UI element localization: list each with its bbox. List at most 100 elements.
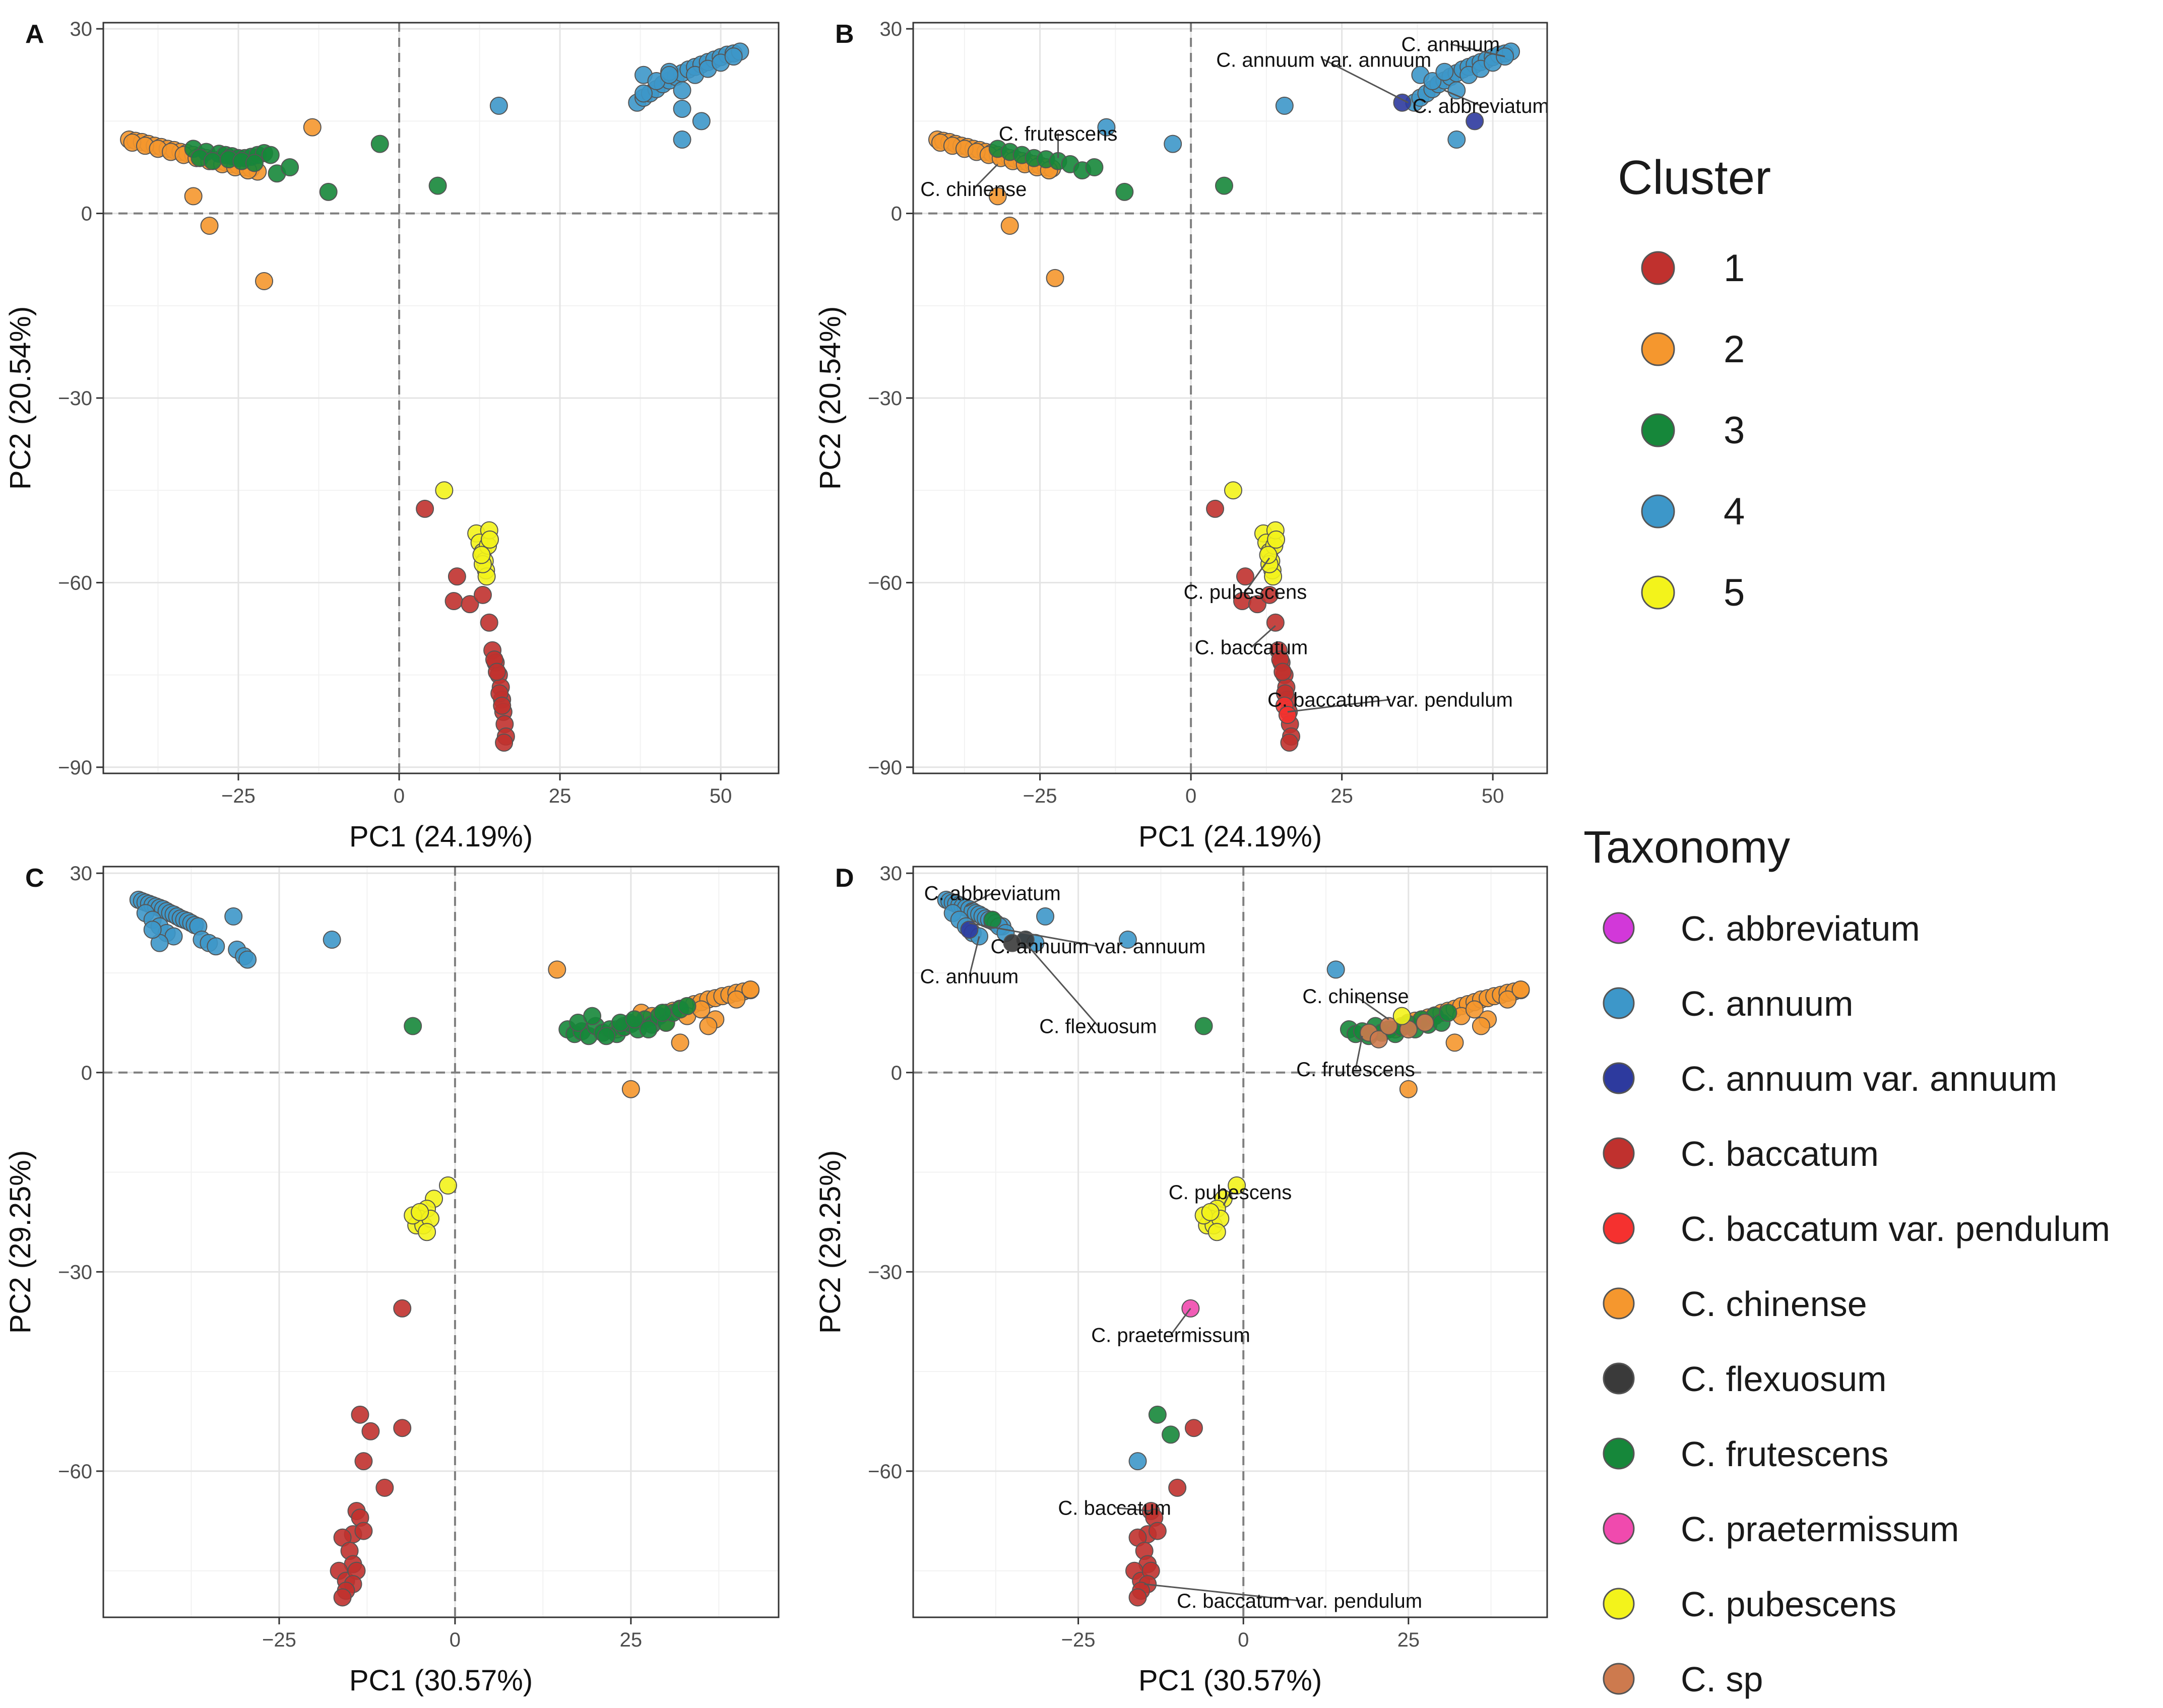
y-tick-label: −60 — [868, 1461, 902, 1483]
x-tick-label: 50 — [1482, 785, 1504, 807]
point-c-annuum — [1275, 96, 1294, 115]
annotation-label: C. annuum var. annuum — [990, 936, 1205, 958]
x-tick-label: −25 — [221, 785, 256, 807]
point-4 — [224, 907, 243, 926]
annotation-label: C. baccatum var. pendulum — [1177, 1590, 1422, 1612]
y-tick-label: −90 — [58, 757, 92, 779]
point-c-frutescens — [1215, 176, 1234, 195]
taxonomy-legend-label: C. abbreviatum — [1681, 909, 1920, 948]
annotation-label: C. chinense — [920, 178, 1027, 201]
point-2 — [671, 1033, 689, 1052]
taxonomy-legend: Taxonomy C. abbreviatum C. annuum C. annuu… — [1583, 822, 2110, 1699]
point-1 — [488, 663, 506, 681]
annotation-leader — [1223, 1192, 1231, 1206]
annotation-c-abbreviatum: C. abbreviatum — [924, 883, 1061, 907]
point-2 — [727, 990, 746, 1009]
point-c-annuum — [1435, 62, 1454, 81]
y-tick-label: −60 — [58, 1461, 92, 1483]
point-2 — [184, 187, 203, 206]
annotation-leader — [1170, 1307, 1191, 1336]
taxonomy-legend-label: C. baccatum var. pendulum — [1681, 1209, 2110, 1249]
point-c-annuum — [1164, 135, 1182, 153]
point-c-baccatum — [1274, 663, 1292, 681]
x-axis-title: PC1 (30.57%) — [1138, 1664, 1322, 1697]
annotation-leader — [1244, 557, 1270, 593]
point-c-baccatum — [1168, 1478, 1187, 1497]
x-tick-label: 0 — [1185, 785, 1196, 807]
point-c-baccatum — [1260, 585, 1279, 604]
annotation-leader — [973, 163, 998, 189]
y-tick-label: 30 — [880, 863, 903, 885]
point-2 — [200, 217, 219, 235]
point-1 — [375, 1478, 394, 1497]
data-points — [120, 42, 749, 752]
point-3 — [261, 146, 280, 164]
plot-border — [102, 866, 780, 1618]
point-c-flexuosum — [1003, 934, 1022, 952]
point-c-sp — [1416, 1013, 1434, 1032]
annotation-c-abbreviatum: C. abbreviatum — [1413, 89, 1549, 117]
point-1 — [448, 567, 466, 586]
point-c-pubescens — [1201, 1203, 1220, 1221]
annotation-c-baccatum: C. baccatum — [1195, 625, 1308, 659]
x-tick-label: 25 — [549, 785, 571, 807]
annotation-c-chinense: C. chinense — [920, 163, 1027, 201]
x-tick-label: −25 — [262, 1629, 296, 1651]
point-c-annuum — [1447, 130, 1466, 149]
x-axis-title: PC1 (30.57%) — [349, 1664, 533, 1697]
point-5 — [435, 481, 454, 500]
cluster-legend-key — [1641, 251, 1675, 285]
annotation-label: C. frutescens — [999, 123, 1118, 145]
y-tick-label: 0 — [81, 1062, 92, 1084]
point-4 — [673, 81, 691, 100]
point-2 — [621, 1080, 640, 1098]
point-1 — [493, 696, 512, 715]
taxonomy-legend-key — [1603, 1588, 1635, 1620]
taxonomy-legend-key — [1603, 912, 1635, 944]
point-1 — [480, 613, 498, 632]
point-3 — [203, 152, 222, 170]
x-tick-label: 50 — [710, 785, 732, 807]
taxonomy-legend-label: C. annuum var. annuum — [1681, 1059, 2057, 1098]
point-1 — [333, 1588, 352, 1607]
point-1 — [495, 733, 514, 752]
annotation-leader — [969, 922, 1099, 947]
y-tick-label: −30 — [868, 387, 902, 410]
annotation-label: C. abbreviatum — [924, 883, 1061, 905]
point-c-annuum — [1097, 118, 1116, 137]
annotation-c-annuum: C. annuum — [920, 936, 1019, 988]
y-tick-label: 0 — [891, 1062, 902, 1084]
point-c-sp — [1369, 1030, 1388, 1048]
point-3 — [625, 1010, 644, 1029]
point-c-baccatum — [1248, 595, 1266, 614]
annotation-leader — [968, 936, 980, 976]
taxonomy-legend-label: C. pubescens — [1681, 1585, 1896, 1624]
annotation-label: C. annuum var. annuum — [1216, 49, 1431, 71]
plot-border — [912, 22, 1548, 774]
cluster-legend-title: Cluster — [1618, 151, 1771, 205]
annotation-label: C. annuum — [920, 966, 1019, 988]
point-c-baccatum — [1236, 567, 1254, 586]
point-c-baccatum — [1280, 733, 1299, 752]
x-tick-label: 25 — [620, 1629, 643, 1651]
y-tick-label: 30 — [70, 18, 93, 40]
panel-letter: B — [835, 20, 854, 49]
point-2 — [741, 980, 760, 999]
point-c-chinense — [1511, 980, 1530, 999]
data-points — [129, 890, 760, 1607]
plot-background — [913, 867, 1547, 1617]
point-c-frutescens — [1162, 1425, 1180, 1444]
point-3 — [428, 176, 447, 195]
panel-c: −25 0 25 −60 −30 0 30 PC1 (30.57%) PC2 (29.25%) C — [4, 863, 780, 1697]
annotation-label: C. annuum — [1401, 34, 1500, 56]
point-1 — [351, 1405, 369, 1424]
cluster-legend-key — [1641, 332, 1675, 366]
point-c-frutescens — [1148, 1405, 1167, 1424]
plot-background — [103, 867, 779, 1617]
taxonomy-legend-label: C. praetermissum — [1681, 1509, 1959, 1549]
point-2 — [548, 960, 566, 979]
annotation-c-baccatum-var-pendulum: C. baccatum var. pendulum — [1267, 689, 1513, 713]
cluster-legend-label: 1 — [1724, 247, 1745, 290]
point-c-pubescens — [1392, 1007, 1411, 1025]
taxonomy-legend-key — [1603, 1287, 1635, 1320]
